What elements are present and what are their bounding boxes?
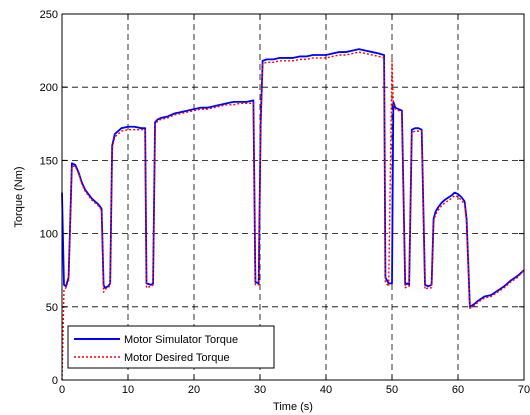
- axis-ticks: 0 10 20 30 40 50 60 70 0 50 100 150 200 250: [40, 9, 530, 396]
- y-tick-label: 250: [40, 9, 58, 21]
- series-motor-desired-torque: [61, 51, 525, 381]
- x-tick-label: 10: [122, 384, 134, 396]
- y-axis-label: Torque (Nm): [13, 166, 25, 227]
- legend: Motor Simulator Torque Motor Desired Tor…: [67, 325, 275, 369]
- x-tick-label: 30: [254, 384, 266, 396]
- y-tick-label: 0: [52, 375, 58, 387]
- legend-box: [67, 325, 275, 369]
- series-layer: [61, 48, 525, 381]
- y-tick-label: 200: [40, 82, 58, 94]
- y-tick-label: 100: [40, 229, 58, 241]
- y-tick-label: 50: [46, 302, 58, 314]
- plot-frame: [61, 13, 525, 381]
- x-tick-label: 70: [518, 384, 530, 396]
- x-tick-label: 60: [452, 384, 464, 396]
- y-tick-label: 150: [40, 155, 58, 167]
- legend-label-desired: Motor Desired Torque: [124, 352, 230, 364]
- x-tick-label: 0: [59, 384, 65, 396]
- x-axis-label: Time (s): [273, 401, 313, 413]
- x-tick-label: 50: [386, 384, 398, 396]
- legend-label-simulator: Motor Simulator Torque: [124, 334, 238, 346]
- x-tick-label: 20: [188, 384, 200, 396]
- x-tick-label: 40: [320, 384, 332, 396]
